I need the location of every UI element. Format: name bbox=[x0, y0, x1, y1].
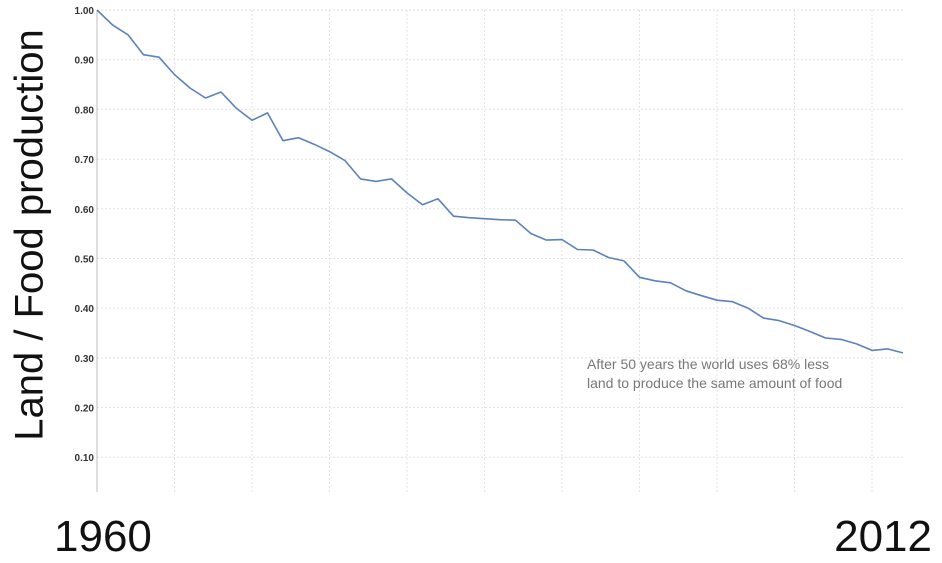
y-tick-label: 0.70 bbox=[75, 155, 95, 166]
y-tick-label: 0.90 bbox=[75, 56, 95, 67]
y-axis-label: Land / Food production bbox=[0, 0, 60, 470]
annotation-line-1: After 50 years the world uses 68% less bbox=[587, 356, 830, 372]
y-tick-label: 0.80 bbox=[75, 105, 95, 116]
y-tick-label: 0.50 bbox=[75, 254, 95, 265]
y-tick-label: 0.30 bbox=[75, 354, 95, 365]
annotation-line-2: land to produce the same amount of food bbox=[587, 375, 843, 391]
y-tick-label: 0.60 bbox=[75, 205, 95, 216]
x-end-label: 2012 bbox=[834, 512, 932, 561]
gridlines bbox=[96, 9, 903, 492]
series-line bbox=[96, 9, 904, 354]
annotation: After 50 years the world uses 68% less l… bbox=[587, 355, 842, 393]
y-axis-label-text: Land / Food production bbox=[7, 29, 52, 441]
y-tick-labels: 1.00 0.90 0.80 0.70 0.60 0.50 0.40 0.30 0.20 0.10 bbox=[75, 6, 95, 464]
y-tick-label: 0.40 bbox=[75, 304, 95, 315]
y-tick-label: 0.20 bbox=[75, 404, 95, 415]
y-tick-label: 0.10 bbox=[75, 453, 95, 464]
y-tick-label: 1.00 bbox=[75, 6, 95, 17]
x-start-label: 1960 bbox=[54, 512, 152, 561]
